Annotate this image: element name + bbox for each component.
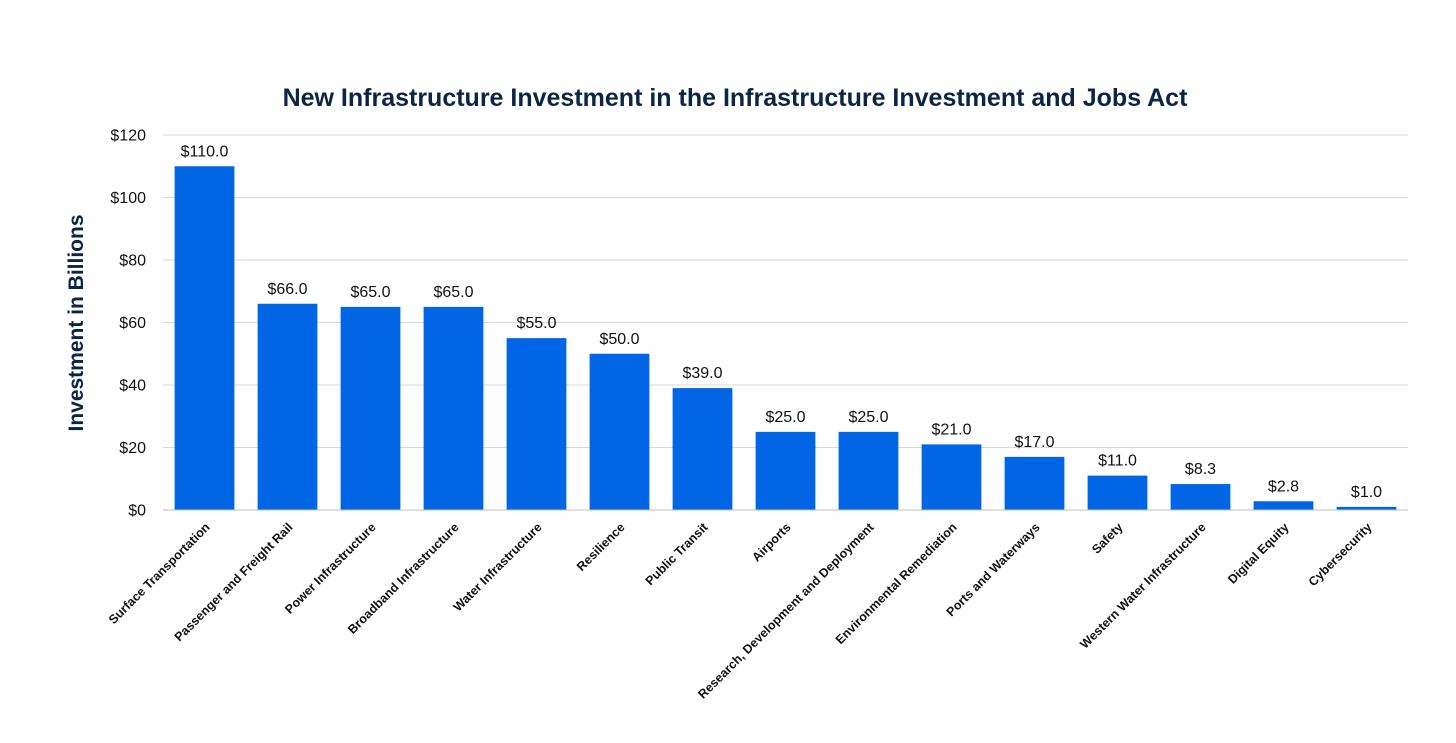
bar <box>1253 501 1314 510</box>
x-tick-label: Safety <box>1089 520 1125 556</box>
bar <box>921 444 982 510</box>
data-label: $25.0 <box>765 409 805 426</box>
x-tick-label: Power Infrastructure <box>282 520 378 616</box>
bar <box>589 353 650 510</box>
y-tick-label: $100 <box>110 190 146 207</box>
data-label: $66.0 <box>267 281 307 298</box>
data-label: $1.0 <box>1351 484 1382 501</box>
y-tick-label: $80 <box>119 253 146 270</box>
x-tick-label: Research, Development and Deployment <box>695 520 877 702</box>
x-tick-label: Resilience <box>574 520 628 574</box>
data-label: $110.0 <box>181 143 229 160</box>
data-label: $2.8 <box>1268 478 1299 495</box>
chart-title: New Infrastructure Investment in the Inf… <box>283 84 1188 112</box>
data-label: $25.0 <box>848 409 888 426</box>
y-tick-label: $60 <box>119 315 146 332</box>
bar <box>257 303 318 510</box>
bar <box>423 306 484 510</box>
bar <box>1004 456 1065 510</box>
bar <box>672 388 733 510</box>
x-tick-label: Airports <box>749 520 793 564</box>
bar <box>174 166 235 510</box>
bar <box>1170 484 1231 510</box>
x-tick-label: Ports and Waterways <box>944 520 1043 619</box>
x-tick-label: Water Infrastructure <box>451 520 545 614</box>
y-tick-label: $0 <box>128 503 146 520</box>
bar <box>1336 506 1397 510</box>
data-label: $21.0 <box>931 421 971 438</box>
x-tick-label: Public Transit <box>643 520 711 588</box>
bar <box>1087 475 1148 510</box>
data-label: $65.0 <box>350 284 390 301</box>
y-tick-label: $20 <box>119 440 146 457</box>
data-label: $39.0 <box>682 365 722 382</box>
bar <box>755 431 816 510</box>
bar <box>838 431 899 510</box>
x-tick-label: Digital Equity <box>1225 520 1291 586</box>
bar <box>506 338 567 510</box>
bar <box>340 306 401 510</box>
data-labels: $110.0 $66.0 $65.0 $65.0 $55.0 $50.0 $39.0 $25.… <box>181 143 1383 501</box>
y-tick-label: $40 <box>119 378 146 395</box>
bars <box>174 166 1397 510</box>
data-label: $8.3 <box>1185 461 1216 478</box>
x-tick-label: Cybersecurity <box>1306 520 1375 589</box>
data-label: $11.0 <box>1098 453 1137 470</box>
y-axis-ticks: $0 $20 $40 $60 $80 $100 $120 <box>110 128 146 520</box>
data-label: $65.0 <box>433 284 473 301</box>
data-label: $50.0 <box>599 331 639 348</box>
data-label: $55.0 <box>516 315 556 332</box>
y-tick-label: $120 <box>110 128 146 145</box>
data-label: $17.0 <box>1014 434 1054 451</box>
y-axis-label: Investment in Billions <box>65 214 88 431</box>
